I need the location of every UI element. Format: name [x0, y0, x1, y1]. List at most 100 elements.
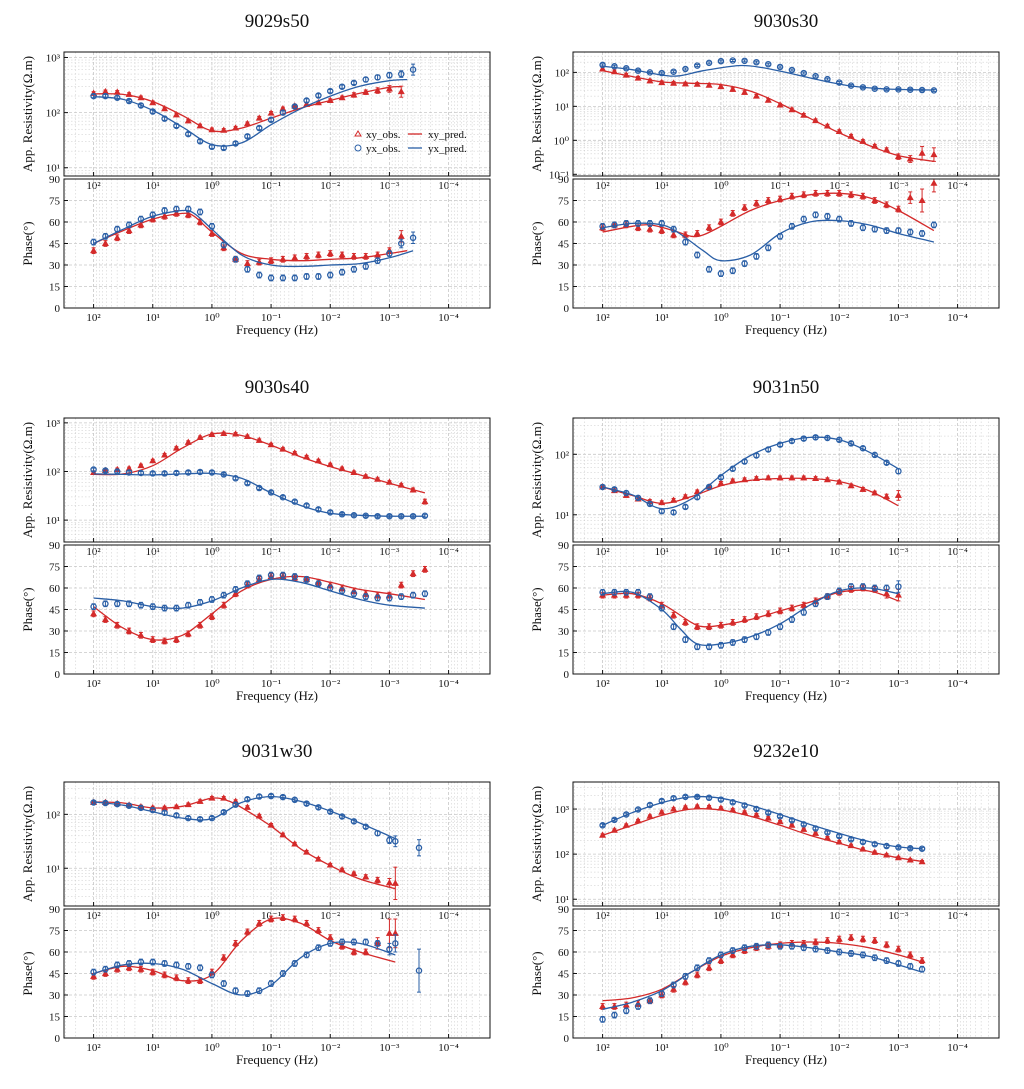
xy-phase-obs-point	[137, 631, 145, 638]
yx-phase-obs-point	[812, 600, 819, 608]
xy-rho-obs-point	[681, 803, 689, 810]
yx-rho-obs-point	[125, 469, 133, 476]
yx-phase-obs-point	[682, 636, 689, 643]
x-tick-label: 10⁻¹	[770, 312, 790, 324]
legend-xy-pred-label: xy_pred.	[428, 129, 467, 141]
phase-axis-label: Phase(°)	[20, 587, 35, 631]
xy-rho-obs-point	[149, 456, 157, 464]
yx-phase-obs-point	[824, 947, 831, 954]
xy-rho-obs-point	[385, 878, 393, 886]
yx-phase-obs-point	[90, 238, 97, 246]
xy-rho-obs-point	[883, 851, 891, 858]
yx-rho-obs-point	[611, 816, 618, 824]
xy-phase-obs-point	[196, 976, 204, 984]
xy-phase-obs-point	[717, 621, 725, 628]
yx-phase-obs-point	[350, 590, 358, 597]
xy-phase-obs-point	[729, 209, 737, 216]
xy-phase-obs-point	[303, 919, 311, 926]
x-tick-label: 10¹	[146, 678, 160, 690]
xy-phase-obs-point	[670, 985, 678, 992]
yx-phase-obs-point	[161, 207, 168, 214]
xy-rho-obs-point	[291, 840, 299, 847]
yx-rho-obs-point	[409, 66, 417, 73]
xy-rho-obs-point	[374, 876, 382, 883]
x-tick-label: 10⁻³	[888, 1042, 909, 1054]
xy-rho-obs-point	[835, 127, 843, 134]
yx-phase-obs-point	[386, 594, 393, 602]
x-tick-label: 10⁻⁴	[947, 678, 968, 690]
xy-rho-obs-point	[634, 74, 642, 81]
station-9030s40: 9030s40 10¹ 10² 10³ 10² 10¹ 10⁰ 10⁻¹ 10⁻² 10⁻³ 10⁻…	[20, 377, 491, 703]
xy-phase-obs-point	[883, 941, 891, 948]
grid	[573, 782, 999, 906]
y-tick-label: 90	[558, 174, 570, 186]
xy-phase-obs-point	[385, 929, 393, 936]
xy-phase-obs-point	[812, 938, 820, 945]
xy-phase-pred-curve	[93, 917, 396, 982]
yx-phase-obs-point	[315, 944, 322, 951]
yx-rho-obs-point	[682, 793, 689, 801]
xy-rho-obs-point	[172, 802, 180, 810]
yx-phase-obs-point	[362, 593, 369, 600]
yx-phase-obs-point	[137, 958, 145, 966]
yx-rho-obs-point	[776, 813, 784, 820]
yx-phase-obs-point	[646, 593, 654, 600]
yx-rho-obs-point	[765, 446, 772, 453]
yx-rho-obs-point	[326, 87, 334, 95]
yx-phase-obs-point	[599, 1016, 606, 1023]
yx-rho-obs-point	[338, 511, 346, 518]
xy-phase-obs-point	[705, 223, 713, 231]
y-tick-label: 90	[49, 540, 61, 552]
yx-rho-obs-point	[895, 86, 902, 93]
yx-rho-obs-point	[694, 793, 701, 801]
yx-phase-obs-point	[741, 636, 748, 643]
plot-area	[599, 57, 938, 163]
yx-phase-obs-point	[90, 603, 97, 610]
xy-phase-obs-point	[172, 973, 180, 981]
yx-rho-obs-point	[599, 61, 606, 69]
yx-phase-obs-point	[208, 971, 216, 979]
xy-phase-obs-point	[149, 968, 157, 975]
xy-rho-obs-point	[137, 93, 145, 101]
yx-rho-obs-point	[338, 813, 346, 820]
xy-phase-obs-point	[279, 913, 287, 921]
xy-phase-obs-point	[752, 612, 760, 620]
x-tick-label: 10⁻²	[829, 678, 850, 690]
yx-rho-obs-point	[646, 500, 654, 508]
yx-rho-obs-point	[303, 97, 310, 104]
yx-phase-obs-point	[350, 266, 358, 273]
yx-rho-obs-point	[800, 821, 808, 828]
xy-rho-obs-point	[741, 88, 749, 95]
y-tick-label: 30	[49, 260, 61, 272]
yx-phase-obs-point	[220, 980, 227, 987]
xy-phase-obs-point	[90, 972, 98, 979]
yx-rho-obs-point	[705, 59, 713, 67]
y-tick-label: 45	[558, 969, 570, 981]
yx-phase-obs-point	[836, 587, 843, 595]
yx-phase-obs-point	[836, 215, 843, 223]
yx-phase-obs-point	[753, 943, 760, 950]
yx-phase-obs-point	[161, 960, 168, 967]
xy-rho-obs-point	[717, 479, 725, 486]
yx-phase-obs-point	[173, 604, 180, 612]
resistivity-axis-label: App. Resistivity(Ω.m)	[20, 786, 35, 902]
yx-rho-obs-point	[279, 109, 287, 116]
xy-rho-obs-point	[705, 802, 713, 810]
yx-rho-obs-point	[208, 143, 216, 151]
yx-phase-obs-point	[788, 223, 796, 230]
yx-rho-obs-point	[753, 58, 760, 66]
xy-rho-obs-point	[835, 478, 843, 485]
yx-rho-obs-point	[374, 74, 381, 81]
xy-phase-obs-point	[362, 252, 370, 259]
yx-rho-obs-point	[918, 845, 926, 852]
xy-rho-obs-point	[670, 496, 678, 503]
yx-phase-obs-point	[291, 960, 298, 967]
plot-frame	[63, 51, 491, 177]
yx-phase-obs-point	[930, 221, 938, 229]
yx-rho-obs-point	[196, 138, 204, 145]
station-title: 9031n50	[753, 377, 820, 398]
xy-rho-obs-point	[161, 451, 169, 458]
xy-phase-obs-point	[326, 249, 334, 257]
